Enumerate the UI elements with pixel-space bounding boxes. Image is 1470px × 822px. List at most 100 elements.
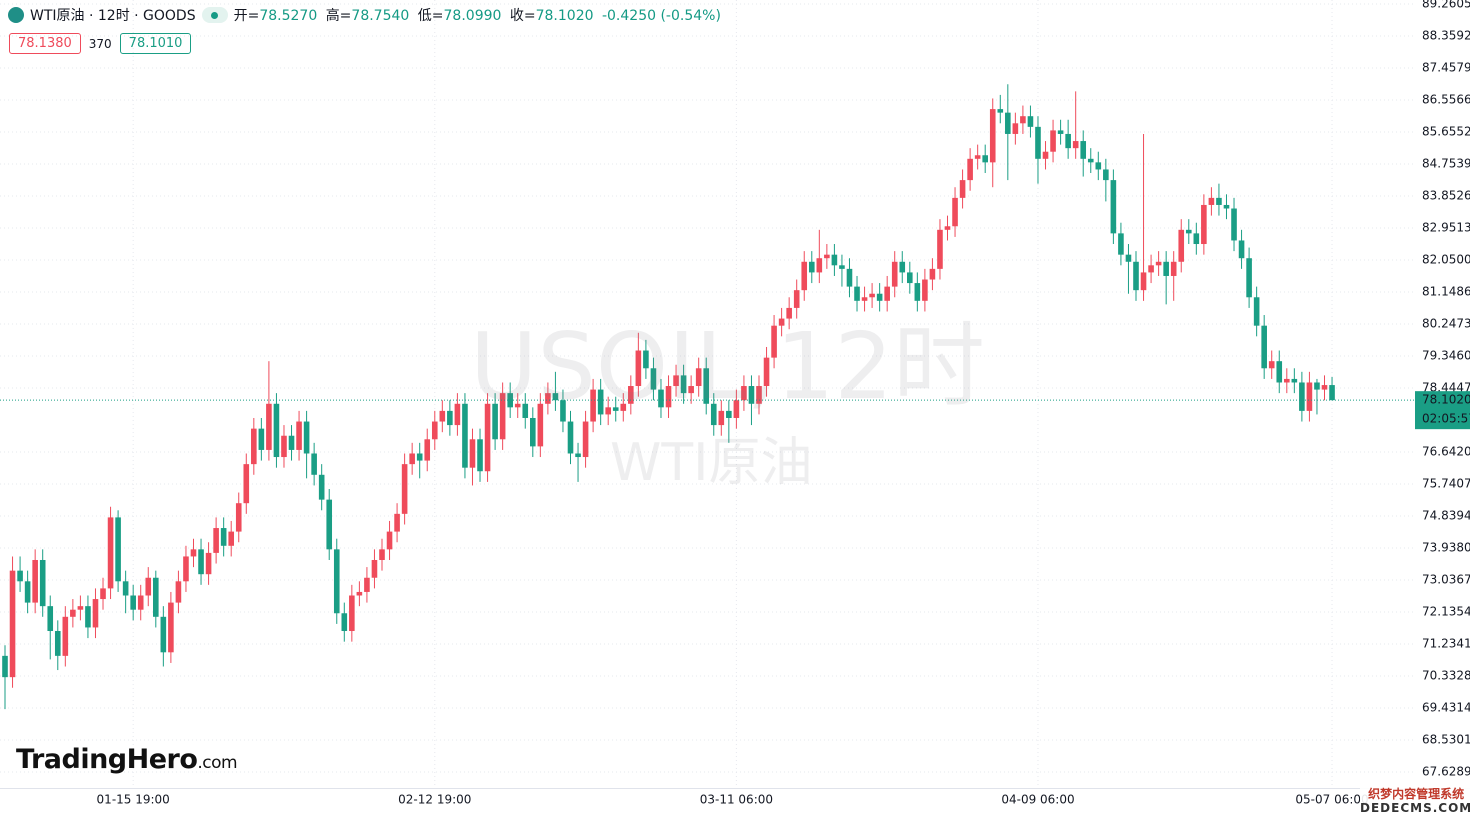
candle-body — [590, 389, 596, 422]
candle-body — [24, 581, 31, 603]
candle-body — [1005, 112, 1011, 134]
candle-body — [1118, 233, 1124, 255]
candle-body — [122, 581, 129, 596]
candle-body — [680, 375, 687, 394]
y-tick-label: 73.0367 — [1422, 572, 1470, 586]
candle-body — [1314, 382, 1320, 390]
quote-label: 低= — [417, 8, 444, 24]
candle-body — [605, 407, 611, 415]
quote-value: 78.5270 — [259, 8, 318, 24]
candle-body — [273, 403, 280, 458]
candle-body — [1284, 378, 1290, 383]
candle-body — [447, 410, 453, 426]
candle-body — [477, 439, 483, 472]
candle-body — [635, 350, 642, 387]
candle-body — [974, 155, 981, 159]
candle-body — [107, 517, 114, 589]
candle-body — [137, 595, 144, 610]
candle-body — [326, 499, 333, 550]
candle-body — [130, 595, 136, 610]
y-tick-label: 82.0500 — [1422, 252, 1470, 266]
candle-body — [545, 393, 551, 404]
logo-suffix: .com — [197, 753, 238, 773]
candle-body — [1110, 180, 1117, 234]
candle-body — [884, 286, 890, 301]
candle-body — [1276, 361, 1283, 383]
candle-body — [959, 180, 966, 198]
candle-body — [364, 577, 370, 592]
y-tick-label: 81.1486 — [1422, 284, 1470, 298]
candle-body — [1140, 272, 1147, 291]
candle-body — [695, 368, 702, 387]
candle-body — [1065, 133, 1071, 149]
y-tick-label: 85.6552 — [1422, 124, 1470, 138]
candle-body — [891, 261, 898, 287]
candle-body — [1178, 229, 1185, 262]
candle-body — [153, 577, 159, 617]
candle-body — [808, 261, 815, 273]
candle-body — [1095, 162, 1102, 170]
bid[interactable]: 78.1380 — [9, 33, 81, 54]
candle-body — [1306, 382, 1313, 411]
candle-body — [1027, 116, 1034, 127]
y-tick-label: 83.8526 — [1422, 188, 1470, 202]
candle-body — [439, 410, 446, 422]
candle-body — [1193, 233, 1200, 245]
trade-row: 78.1380 370 78.1010 — [9, 33, 192, 54]
y-tick-label: 67.6289 — [1422, 764, 1470, 778]
candle-body — [251, 428, 257, 465]
candle-body — [499, 393, 506, 440]
countdown: 02:05:57 — [1422, 412, 1470, 426]
logo: TradingHero.com — [16, 744, 238, 775]
candle-body — [394, 513, 400, 532]
candle-body — [658, 389, 664, 408]
candle-body — [914, 283, 921, 301]
candle-body — [431, 421, 438, 440]
candle-body — [771, 325, 777, 358]
candle-body — [484, 403, 491, 472]
ask[interactable]: 78.1010 — [119, 33, 192, 54]
candle-body — [854, 286, 860, 301]
candle-body — [70, 609, 76, 617]
last-price-label: 78.1020 — [1422, 393, 1470, 407]
candle-body — [650, 368, 657, 390]
header: WTI原油 · 12时 · GOODS 开=78.5270 高=78.7540 … — [8, 5, 721, 25]
candle-body — [205, 552, 212, 575]
candle-body — [899, 261, 906, 273]
candle-body — [922, 279, 928, 301]
candle-body — [537, 403, 544, 447]
y-tick-label: 74.8394 — [1422, 508, 1470, 522]
candle-body — [1216, 197, 1222, 205]
candle-body — [869, 293, 875, 298]
candle-body — [220, 528, 227, 546]
candle-body — [643, 350, 649, 369]
candle-body — [288, 435, 295, 450]
candle-body — [424, 439, 431, 461]
candle-body — [1185, 229, 1192, 234]
y-tick-label: 80.2473 — [1422, 316, 1470, 330]
candle-body — [1201, 204, 1207, 245]
candle-body — [552, 393, 559, 401]
candle-body — [831, 254, 838, 266]
candle-body — [213, 528, 219, 553]
candle-body — [733, 400, 740, 418]
spread: 370 — [88, 36, 112, 51]
candle-body — [243, 464, 250, 504]
candle-body — [190, 549, 197, 557]
candle-body — [462, 403, 468, 468]
y-tick-label: 73.9380 — [1422, 540, 1470, 554]
candle-body — [416, 453, 423, 461]
symbol[interactable]: WTI原油 · 12时 · GOODS — [30, 8, 196, 24]
candle-body — [907, 272, 913, 284]
candle-body — [1253, 297, 1260, 326]
candle-body — [1042, 151, 1049, 159]
candle-body — [726, 410, 732, 418]
candle-body — [567, 421, 574, 454]
candle-body — [1057, 130, 1064, 134]
candle-body — [1012, 123, 1019, 134]
candle-body — [703, 368, 710, 404]
candle-body — [628, 386, 634, 404]
candle-body — [582, 421, 589, 458]
